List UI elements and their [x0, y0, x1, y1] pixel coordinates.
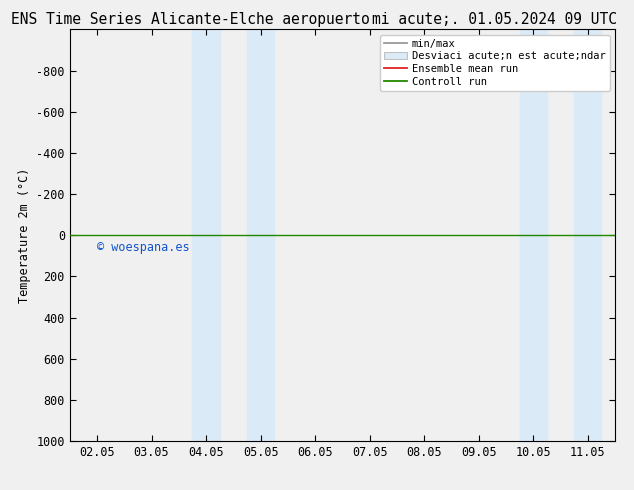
Legend: min/max, Desviaci acute;n est acute;ndar, Ensemble mean run, Controll run: min/max, Desviaci acute;n est acute;ndar…: [380, 35, 610, 91]
Text: mi acute;. 01.05.2024 09 UTC: mi acute;. 01.05.2024 09 UTC: [372, 12, 617, 27]
Bar: [520, 29, 547, 441]
Text: ENS Time Series Alicante-Elche aeropuerto: ENS Time Series Alicante-Elche aeropuert…: [11, 12, 370, 27]
Y-axis label: Temperature 2m (°C): Temperature 2m (°C): [18, 168, 31, 303]
Bar: [574, 29, 601, 441]
Bar: [247, 29, 275, 441]
Bar: [192, 29, 219, 441]
Text: © woespana.es: © woespana.es: [97, 242, 190, 254]
